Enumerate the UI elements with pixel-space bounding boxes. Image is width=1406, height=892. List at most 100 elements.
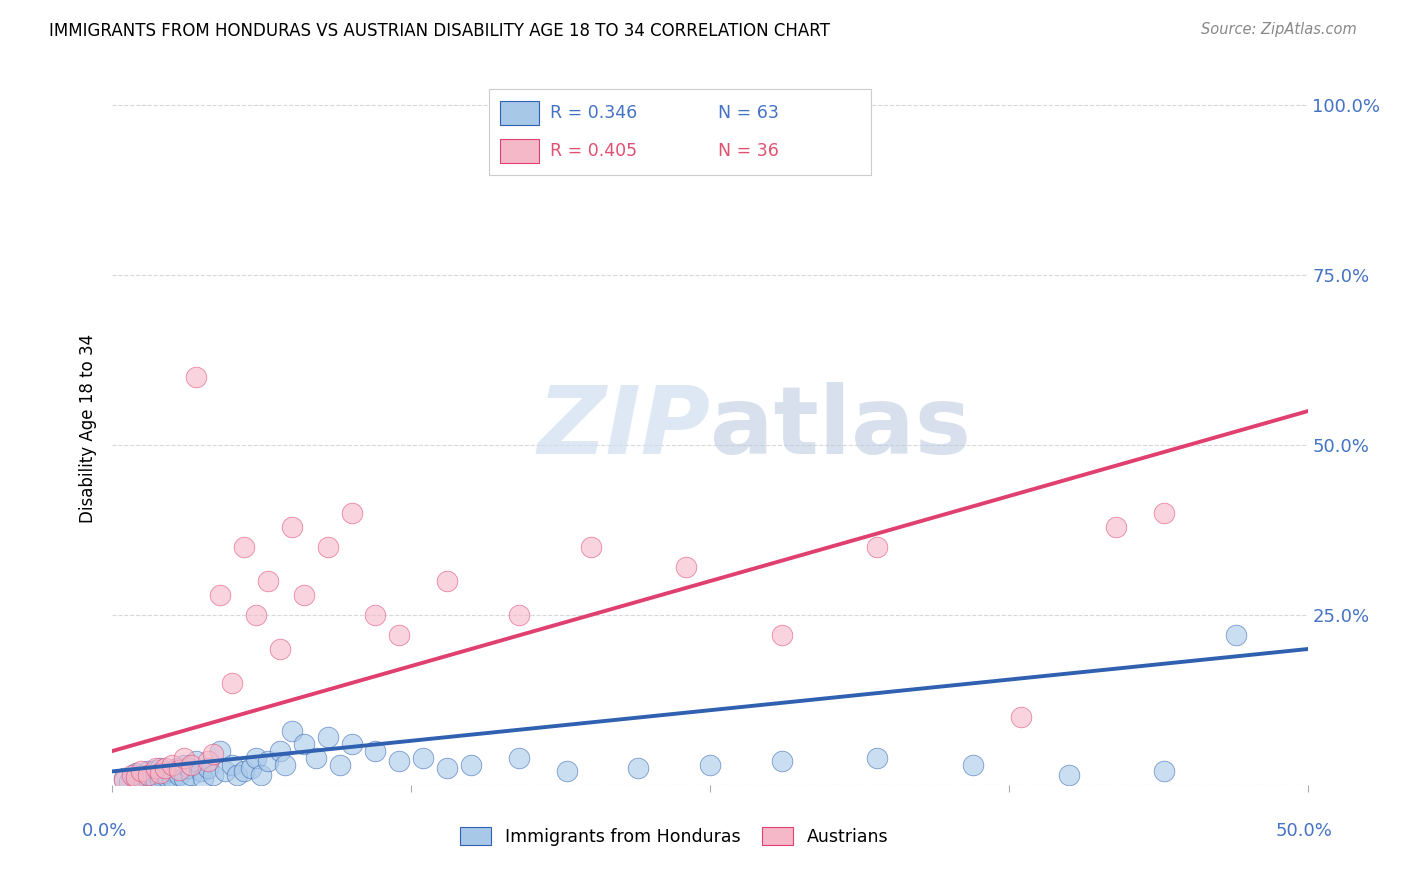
Point xyxy=(153,761,176,775)
Point xyxy=(257,574,280,588)
Point xyxy=(156,770,179,784)
Point xyxy=(149,765,172,780)
Point xyxy=(579,540,602,554)
Text: 0.0%: 0.0% xyxy=(82,822,127,840)
Point xyxy=(138,764,160,779)
Point xyxy=(149,768,172,782)
Point xyxy=(627,761,650,775)
Point xyxy=(180,757,202,772)
Point xyxy=(221,757,243,772)
Point xyxy=(193,771,215,785)
Point xyxy=(125,765,148,780)
Point xyxy=(145,773,167,788)
Point xyxy=(962,757,984,772)
Text: ZIP: ZIP xyxy=(537,382,710,475)
Point xyxy=(240,761,263,775)
Point xyxy=(508,608,530,623)
Point xyxy=(122,768,145,782)
Point xyxy=(129,770,152,784)
Point xyxy=(460,757,482,772)
Point xyxy=(412,751,434,765)
Point xyxy=(209,744,232,758)
Point xyxy=(162,764,183,779)
Point xyxy=(257,754,280,768)
Point xyxy=(145,761,167,775)
Point xyxy=(233,764,256,779)
Point xyxy=(149,761,172,775)
Point xyxy=(316,731,339,745)
Point xyxy=(436,574,458,588)
Point xyxy=(555,764,578,779)
Point xyxy=(214,764,236,779)
Text: IMMIGRANTS FROM HONDURAS VS AUSTRIAN DISABILITY AGE 18 TO 34 CORRELATION CHART: IMMIGRANTS FROM HONDURAS VS AUSTRIAN DIS… xyxy=(49,22,830,40)
Point xyxy=(273,757,295,772)
Point xyxy=(249,768,271,782)
Point xyxy=(245,751,267,765)
Point xyxy=(138,768,160,782)
Point xyxy=(292,588,315,602)
Point xyxy=(197,761,219,775)
Point xyxy=(508,751,530,765)
Point xyxy=(129,764,152,779)
Point xyxy=(305,751,328,765)
Point xyxy=(201,768,224,782)
Point xyxy=(114,771,135,785)
Point xyxy=(340,737,363,751)
Point xyxy=(180,768,202,782)
Point xyxy=(138,768,160,782)
FancyBboxPatch shape xyxy=(501,139,538,163)
Point xyxy=(1105,519,1128,533)
Point xyxy=(177,761,200,775)
Point xyxy=(166,761,188,775)
Point xyxy=(153,765,176,780)
Point xyxy=(436,761,458,775)
Point xyxy=(118,774,141,789)
Point xyxy=(114,772,135,787)
Point xyxy=(329,757,352,772)
Point xyxy=(169,768,191,782)
Point xyxy=(190,764,212,779)
Point xyxy=(149,772,172,787)
Point xyxy=(233,540,256,554)
Point xyxy=(197,754,219,768)
Point xyxy=(388,628,411,642)
Point xyxy=(145,763,167,777)
Legend: Immigrants from Honduras, Austrians: Immigrants from Honduras, Austrians xyxy=(451,819,897,855)
Point xyxy=(675,560,697,574)
Point xyxy=(162,771,183,785)
Point xyxy=(1057,768,1080,782)
Point xyxy=(186,754,208,768)
Point xyxy=(173,757,195,772)
Point xyxy=(866,751,889,765)
Point xyxy=(364,744,387,758)
Point xyxy=(173,751,195,765)
Text: N = 63: N = 63 xyxy=(718,104,779,122)
Point xyxy=(1010,710,1032,724)
FancyBboxPatch shape xyxy=(489,89,872,175)
Point xyxy=(316,540,339,554)
Text: N = 36: N = 36 xyxy=(718,142,779,160)
Point xyxy=(132,774,155,789)
Point xyxy=(201,747,224,762)
Point xyxy=(388,754,411,768)
Point xyxy=(699,757,721,772)
Point xyxy=(225,768,247,782)
Point xyxy=(125,770,148,784)
Text: Source: ZipAtlas.com: Source: ZipAtlas.com xyxy=(1201,22,1357,37)
Point xyxy=(142,770,165,784)
Point xyxy=(269,744,291,758)
Point xyxy=(173,771,195,785)
Point xyxy=(866,540,889,554)
Point xyxy=(1153,764,1175,779)
Point xyxy=(1225,628,1247,642)
Point xyxy=(364,608,387,623)
Text: 50.0%: 50.0% xyxy=(1277,822,1333,840)
Point xyxy=(770,754,793,768)
Point xyxy=(186,370,208,384)
Point xyxy=(125,772,148,787)
Point xyxy=(121,768,143,782)
Point xyxy=(281,723,304,738)
Point xyxy=(221,676,243,690)
Point xyxy=(281,519,304,533)
Y-axis label: Disability Age 18 to 34: Disability Age 18 to 34 xyxy=(79,334,97,523)
